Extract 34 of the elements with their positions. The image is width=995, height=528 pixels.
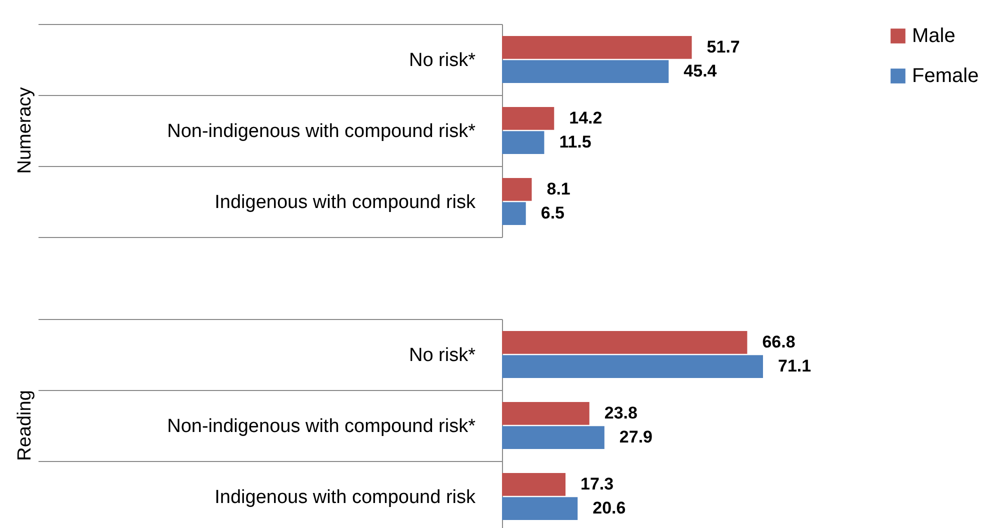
data-label: 71.1: [778, 356, 812, 376]
data-label: 23.8: [604, 403, 638, 422]
data-label: 11.5: [559, 132, 592, 152]
y-tick-label: Indigenous with compound risk: [214, 487, 476, 508]
y-tick-label: Indigenous with compound risk: [214, 192, 476, 213]
bar: [502, 131, 544, 154]
bar: [502, 497, 578, 520]
bar: [502, 202, 526, 225]
bar: [502, 60, 669, 83]
y-axis-title: Reading: [14, 390, 36, 461]
data-label: 8.1: [546, 179, 570, 198]
data-label: 17.3: [580, 474, 614, 494]
legend-label: Female: [912, 65, 979, 87]
bar: [502, 178, 532, 201]
data-label: 66.8: [762, 332, 796, 352]
y-tick-label: No risk*: [408, 50, 476, 71]
y-tick-label: Non-indigenous with compound risk*: [167, 121, 476, 142]
y-axis-title: Numeracy: [14, 86, 36, 174]
legend-label: Male: [912, 25, 956, 47]
bar: [502, 426, 604, 449]
y-tick-label: No risk*: [408, 345, 476, 366]
bar: [502, 355, 763, 378]
bar: [502, 331, 748, 354]
bar: [502, 36, 692, 59]
bar: [502, 402, 590, 425]
bar: [502, 473, 566, 496]
data-label: 14.2: [569, 108, 602, 128]
bar: [502, 107, 554, 130]
data-label: 51.7: [706, 37, 740, 56]
data-label: 20.6: [592, 498, 626, 518]
data-label: 6.5: [540, 204, 564, 223]
data-label: 27.9: [619, 428, 653, 447]
data-label: 45.4: [684, 62, 718, 81]
y-tick-label: Non-indigenous with compound risk*: [167, 416, 476, 437]
